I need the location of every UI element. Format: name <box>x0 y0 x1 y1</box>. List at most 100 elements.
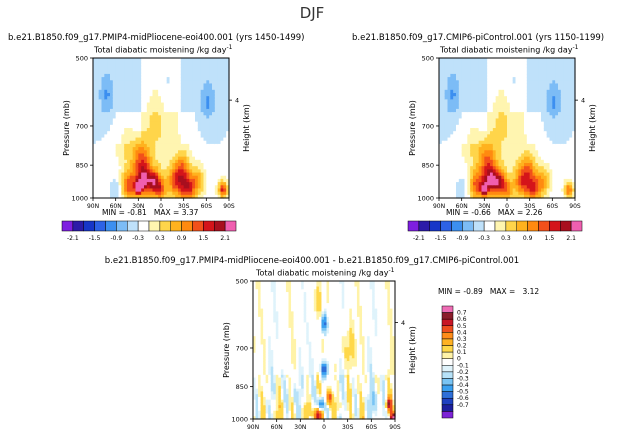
field-cell <box>104 64 108 69</box>
field-cell <box>144 159 148 164</box>
field-cell <box>200 102 205 107</box>
field-cell <box>478 188 483 193</box>
field-cell <box>549 140 553 145</box>
field-cell <box>214 128 219 132</box>
field-cell <box>121 118 125 123</box>
field-cell <box>509 121 514 126</box>
field-cell <box>456 156 460 161</box>
field-cell <box>175 112 179 116</box>
field-cell <box>552 83 556 88</box>
field-cell <box>110 105 114 110</box>
field-cell <box>521 70 525 75</box>
field-cell <box>186 61 190 65</box>
field-cell <box>275 327 279 332</box>
field-cell <box>260 333 264 337</box>
field-cell <box>541 166 545 170</box>
field-cell <box>189 128 193 132</box>
field-cell <box>183 166 188 170</box>
field-cell <box>161 102 165 107</box>
field-cell <box>209 194 213 199</box>
field-cell <box>518 128 522 132</box>
field-cell <box>555 102 559 107</box>
field-cell <box>543 143 548 148</box>
field-cell <box>203 182 207 186</box>
field-cell <box>192 99 196 104</box>
field-cell <box>144 73 148 78</box>
field-cell <box>146 93 151 97</box>
field-cell <box>555 61 559 65</box>
field-cell <box>501 163 505 167</box>
field-cell <box>509 159 514 164</box>
field-cell <box>189 159 193 164</box>
field-cell <box>197 112 202 116</box>
field-cell <box>129 73 134 78</box>
field-cell <box>439 96 443 100</box>
field-cell <box>484 137 488 142</box>
field-cell <box>169 112 173 116</box>
field-cell <box>444 166 449 170</box>
field-cell <box>444 115 449 120</box>
field-cell <box>273 374 277 379</box>
field-cell <box>521 163 525 167</box>
field-cell <box>95 134 100 139</box>
field-cell <box>441 188 446 193</box>
field-cell <box>535 86 539 91</box>
field-cell <box>518 191 522 196</box>
colorbar-box <box>429 220 441 232</box>
field-cell <box>558 115 562 120</box>
field-cell <box>166 105 171 110</box>
field-cell <box>203 140 207 145</box>
field-cell <box>203 172 207 177</box>
field-cell <box>444 121 449 126</box>
field-cell <box>439 143 443 148</box>
field-cell <box>98 153 103 158</box>
field-cell <box>566 172 570 177</box>
field-cell <box>183 140 188 145</box>
field-cell <box>478 86 483 91</box>
field-cell <box>217 182 222 186</box>
field-cell <box>498 89 502 94</box>
field-cell <box>141 128 145 132</box>
field-cell <box>498 175 502 180</box>
field-cell <box>450 131 454 135</box>
field-cell <box>104 86 108 91</box>
field-cell <box>490 128 494 132</box>
field-cell <box>260 377 264 381</box>
field-cell <box>275 338 279 343</box>
field-cell <box>258 391 262 395</box>
field-cell <box>495 70 500 75</box>
field-cell <box>203 112 207 116</box>
field-cell <box>220 153 224 158</box>
field-cell <box>495 112 500 116</box>
field-cell <box>132 134 137 139</box>
field-cell <box>192 143 196 148</box>
field-cell <box>558 77 562 81</box>
field-cell <box>178 96 182 100</box>
field-cell <box>169 150 173 155</box>
field-cell <box>560 172 565 177</box>
field-cell <box>475 118 480 123</box>
field-cell <box>209 58 213 62</box>
field-cell <box>441 147 446 151</box>
field-cell <box>467 128 471 132</box>
field-cell <box>498 108 502 113</box>
field-cell <box>478 131 483 135</box>
field-cell <box>124 61 128 65</box>
field-cell <box>461 64 466 69</box>
field-cell <box>220 83 224 88</box>
field-cell <box>541 128 545 132</box>
field-cell <box>275 352 279 357</box>
field-cell <box>552 86 556 91</box>
field-cell <box>549 182 553 186</box>
field-cell <box>563 112 568 116</box>
field-cell <box>107 105 111 110</box>
field-cell <box>263 383 267 387</box>
field-cell <box>563 99 568 104</box>
field-cell <box>464 77 468 81</box>
field-cell <box>535 108 539 113</box>
field-cell <box>566 143 570 148</box>
field-cell <box>226 163 230 167</box>
field-cell <box>260 372 264 376</box>
field-cell <box>101 128 105 132</box>
field-cell <box>280 341 285 346</box>
